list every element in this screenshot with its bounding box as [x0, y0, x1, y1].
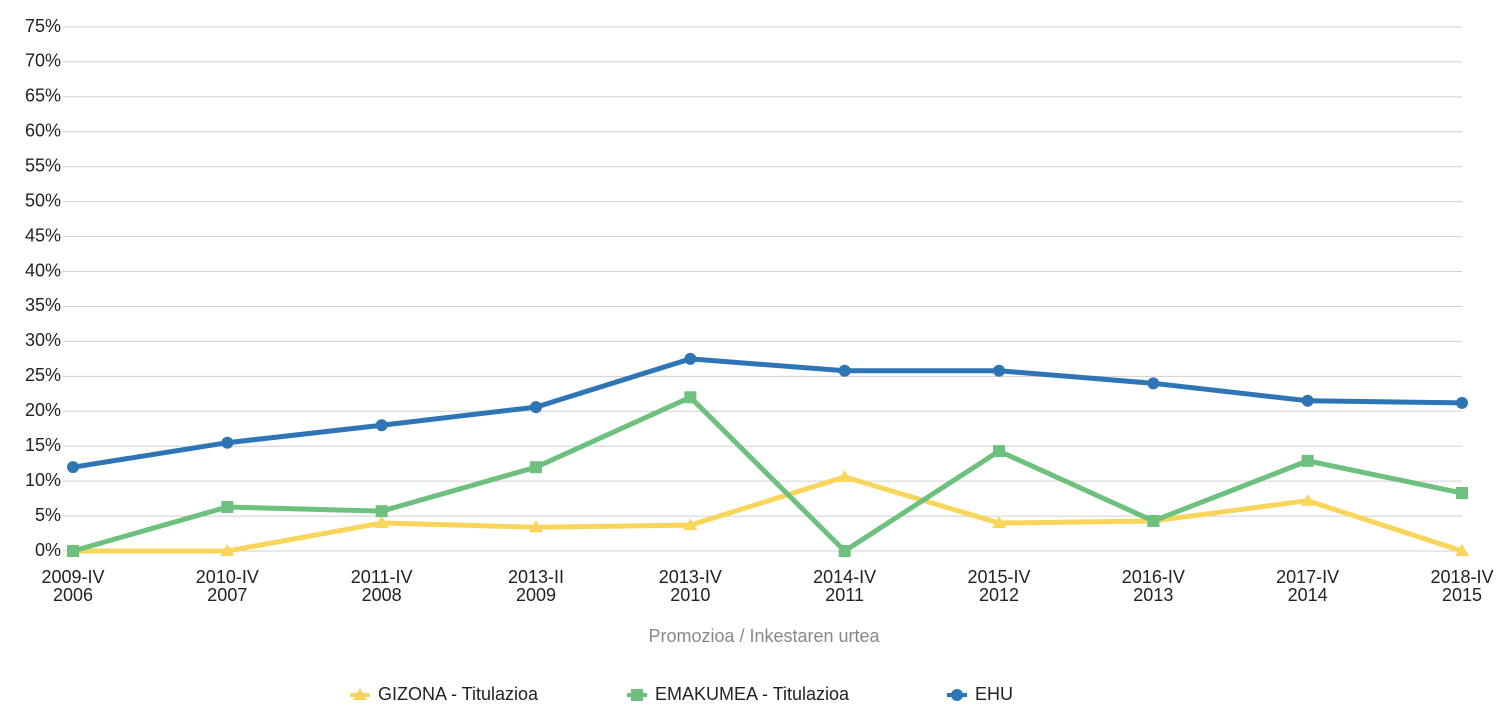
y-tick-label: 5% [35, 505, 61, 525]
legend-label: EHU [975, 684, 1013, 704]
series-line [72, 356, 1463, 470]
y-tick-label: 40% [25, 260, 61, 280]
data-point [221, 436, 234, 449]
data-point [220, 544, 235, 556]
y-tick-label: 60% [25, 121, 61, 141]
y-tick-label: 15% [25, 435, 61, 455]
data-point [684, 391, 697, 404]
y-tick-label: 45% [25, 225, 61, 245]
x-tick-label: 2015 [1442, 585, 1482, 605]
x-axis-label: Promozioa / Inkestaren urtea [648, 626, 880, 646]
y-tick-label: 0% [35, 540, 61, 560]
x-tick-label: 2016-IV [1122, 567, 1185, 587]
x-tick-label: 2017-IV [1276, 567, 1339, 587]
x-tick-label: 2008 [362, 585, 402, 605]
x-tick-label: 2009-IV [41, 567, 104, 587]
data-point [1147, 377, 1160, 390]
data-point [1301, 454, 1314, 467]
y-tick-label: 50% [25, 190, 61, 210]
data-point [375, 419, 388, 432]
data-point [838, 364, 851, 377]
y-tick-label: 30% [25, 330, 61, 350]
x-tick-label: 2010-IV [196, 567, 259, 587]
data-point [838, 545, 851, 557]
data-point [530, 461, 542, 474]
data-point [67, 461, 79, 474]
y-tick-label: 20% [25, 400, 61, 420]
y-tick-label: 10% [25, 470, 61, 490]
data-point [993, 364, 1005, 377]
x-tick-label: 2015-IV [967, 567, 1030, 587]
legend-label: GIZONA - Titulazioa [378, 684, 539, 704]
series-line [73, 474, 1463, 554]
y-tick-label: 65% [25, 86, 61, 106]
legend-marker [353, 688, 367, 700]
data-point [221, 500, 234, 513]
legend-marker [951, 689, 963, 701]
x-tick-label: 2012 [979, 585, 1019, 605]
x-tick-label: 2013-IV [659, 567, 722, 587]
x-tick-label: 2006 [53, 585, 93, 605]
data-point [375, 505, 388, 518]
data-point [1456, 487, 1468, 500]
y-tick-label: 70% [25, 51, 61, 71]
series-line [72, 394, 1463, 554]
legend-label: EMAKUMEA - Titulazioa [655, 684, 850, 704]
data-point [1455, 544, 1469, 556]
data-point [67, 545, 79, 557]
y-tick-label: 35% [25, 295, 61, 315]
data-point [1301, 394, 1314, 407]
x-tick-label: 2010 [670, 585, 710, 605]
data-point [1456, 396, 1468, 409]
data-point [1300, 493, 1315, 506]
x-tick-label: 2011 [825, 585, 864, 605]
x-tick-label: 2011-IV [351, 567, 413, 587]
y-tick-label: 75% [25, 16, 61, 36]
data-point [992, 516, 1006, 529]
x-tick-label: 2009 [516, 585, 556, 605]
x-tick-label: 2013-II [508, 567, 564, 587]
x-tick-label: 2013 [1133, 585, 1173, 605]
y-tick-label: 25% [25, 365, 61, 385]
data-point [993, 445, 1005, 458]
x-tick-label: 2007 [207, 585, 247, 605]
y-tick-label: 55% [25, 155, 61, 175]
legend-marker [631, 689, 643, 701]
data-point [374, 516, 389, 529]
data-point [529, 520, 543, 533]
x-tick-label: 2014-IV [813, 567, 876, 587]
x-tick-label: 2014 [1288, 585, 1328, 605]
x-tick-label: 2018-IV [1430, 567, 1493, 587]
data-point [684, 352, 697, 365]
data-point [530, 401, 542, 414]
data-point [683, 518, 698, 531]
data-point [837, 469, 852, 482]
data-point [1147, 514, 1160, 527]
